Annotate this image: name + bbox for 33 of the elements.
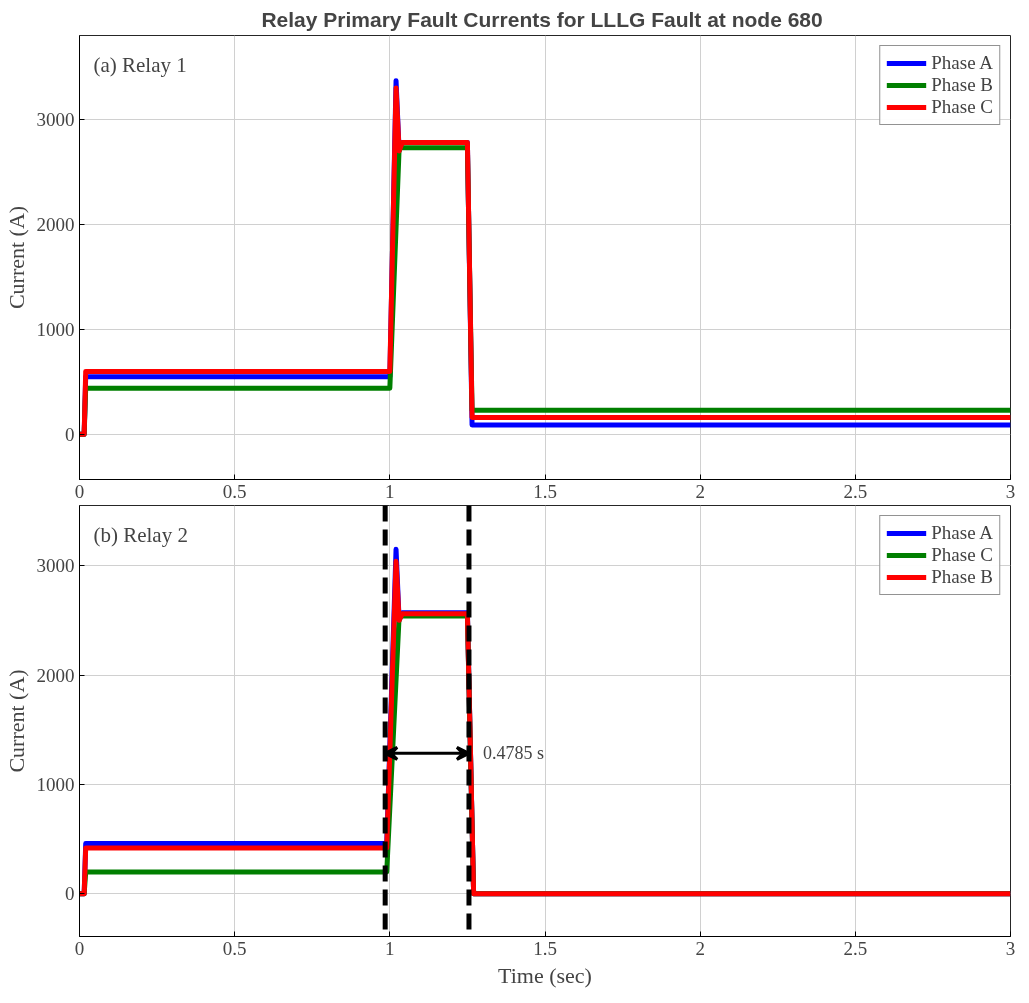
- legend-label: Phase A: [931, 522, 993, 544]
- x-tick-label: 2: [695, 480, 705, 502]
- annotation: (b) Relay 2: [93, 522, 188, 547]
- y-tick-label: 0: [65, 423, 75, 445]
- x-axis-title: Time (sec): [498, 962, 592, 988]
- x-tick-label: 1.5: [533, 937, 557, 959]
- y-tick-label: 1000: [36, 318, 75, 340]
- y-tick-label: 1000: [36, 773, 75, 795]
- x-tick-label: 0.5: [222, 937, 247, 959]
- y-axis-title: Current (A): [3, 669, 29, 773]
- y-tick-label: 2000: [36, 213, 75, 235]
- y-tick-label: 3000: [36, 555, 75, 577]
- legend-label: Phase A: [931, 52, 993, 74]
- x-tick-label: 0.5: [222, 480, 247, 502]
- legend-label: Phase B: [931, 74, 993, 96]
- x-tick-label: 1.5: [533, 480, 557, 502]
- x-tick-label: 1: [385, 480, 395, 502]
- y-axis-title: Current (A): [3, 205, 29, 310]
- y-tick-label: 0: [65, 883, 75, 905]
- annotation: 0.4785 s: [482, 743, 544, 764]
- x-tick-label: 3: [1005, 937, 1016, 959]
- legend-label: Phase C: [931, 544, 993, 566]
- legend-label: Phase B: [931, 566, 993, 588]
- x-tick-label: 2.5: [843, 937, 868, 959]
- legend-label: Phase C: [931, 96, 993, 118]
- x-tick-label: 1: [385, 937, 395, 959]
- chart-title: Relay Primary Fault Currents for LLLG Fault at node 680: [261, 7, 823, 31]
- x-tick-label: 2.5: [843, 480, 868, 502]
- annotation: (a) Relay 1: [93, 53, 187, 78]
- y-tick-label: 2000: [36, 664, 75, 686]
- y-tick-label: 3000: [36, 108, 75, 130]
- x-tick-label: 3: [1005, 480, 1016, 502]
- x-tick-label: 2: [695, 937, 705, 959]
